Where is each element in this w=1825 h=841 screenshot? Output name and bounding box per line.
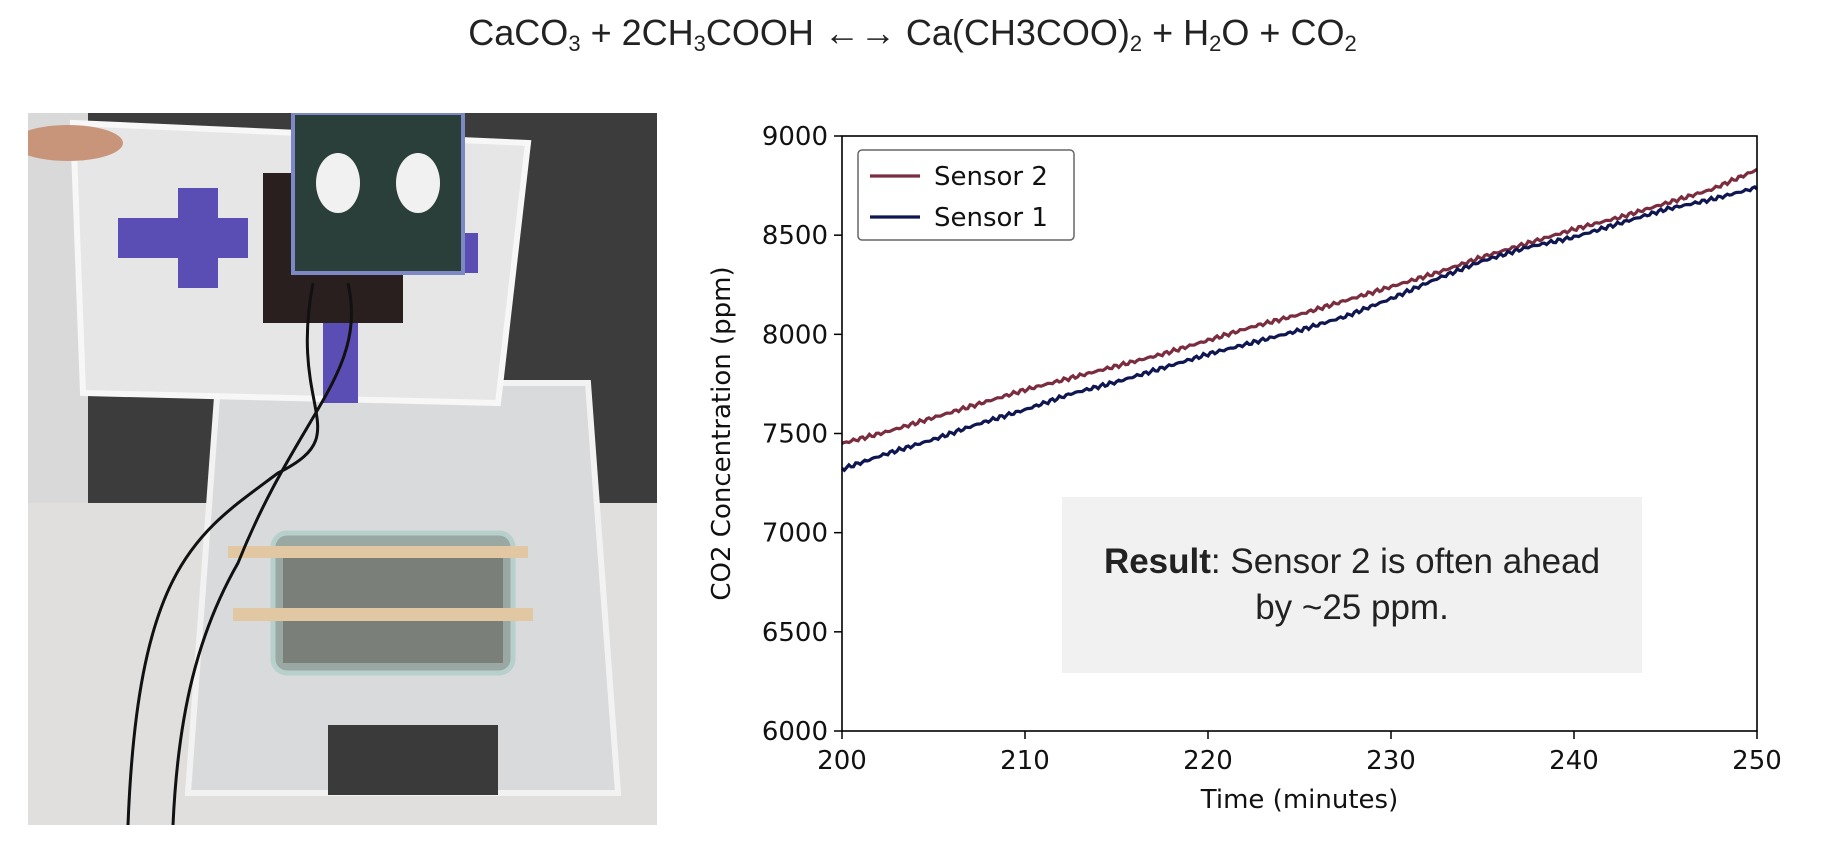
co2-line-chart: 200 210 220 230 240 250 6000 6500 7000 7500 8000 85… (707, 122, 1782, 815)
result-label: Result (1103, 542, 1211, 581)
photo-sensor-module-1 (316, 153, 360, 213)
y-tick-label: 9000 (762, 122, 828, 152)
photo-container-handle (328, 725, 498, 795)
photo-hand (28, 125, 123, 161)
result-text-2: by ~25 ppm. (1255, 588, 1449, 627)
photo-cable-2 (171, 282, 353, 825)
legend-label: Sensor 2 (934, 162, 1048, 192)
x-tick-label: 250 (1732, 746, 1782, 776)
x-axis-label: Time (minutes) (1200, 785, 1398, 815)
x-tick-label: 220 (1183, 746, 1233, 776)
legend-label: Sensor 1 (934, 203, 1048, 233)
equation-subscript: 2 (1129, 31, 1143, 56)
y-tick-label: 7000 (762, 519, 828, 549)
series-line-sensor-1 (840, 185, 1759, 473)
equation-subscript: 3 (693, 31, 706, 56)
chemical-equation: CaCO3 + 2CH3COOH ←→ Ca(CH3COO)2 + H2O + … (0, 12, 1825, 56)
y-tick-label: 8000 (762, 320, 828, 350)
y-tick-label: 8500 (762, 221, 828, 251)
photo-sensor-module-2 (396, 153, 440, 213)
result-line-1: Result: Sensor 2 is often ahead (1104, 539, 1600, 585)
equation-text: + H (1142, 12, 1210, 53)
y-tick-label: 7500 (762, 420, 828, 450)
result-text-1: : Sensor 2 is often ahead (1210, 542, 1601, 581)
x-tick-label: 230 (1366, 746, 1416, 776)
photo-tape-2 (178, 188, 218, 288)
photo-wood-stick-2 (233, 608, 533, 621)
photo-wood-stick-1 (228, 546, 528, 558)
x-tick-label: 200 (817, 746, 867, 776)
y-tick-label: 6000 (762, 717, 828, 747)
y-tick-label: 6500 (762, 618, 828, 648)
equation-text: CaCO (468, 12, 569, 53)
result-annotation: Result: Sensor 2 is often ahead by ~25 p… (1062, 497, 1642, 673)
x-tick-label: 210 (1000, 746, 1050, 776)
photo-cable-1 (126, 282, 320, 825)
co2-chart: 200 210 220 230 240 250 6000 6500 7000 7500 8000 85… (700, 100, 1810, 830)
y-axis-label: CO2 Concentration (ppm) (707, 266, 737, 600)
equation-text: O + CO (1221, 12, 1345, 53)
equation-subscript: 2 (1209, 31, 1222, 56)
equation-text: COOH ←→ Ca(CH3COO) (705, 12, 1130, 53)
equation-subscript: 2 (1344, 31, 1357, 56)
series-line-sensor-2 (841, 167, 1758, 445)
equation-text: + 2CH (580, 12, 694, 53)
photo-illustration (28, 113, 657, 825)
x-tick-label: 240 (1549, 746, 1599, 776)
equation-subscript: 3 (568, 31, 581, 56)
experiment-setup-photo (28, 113, 657, 825)
